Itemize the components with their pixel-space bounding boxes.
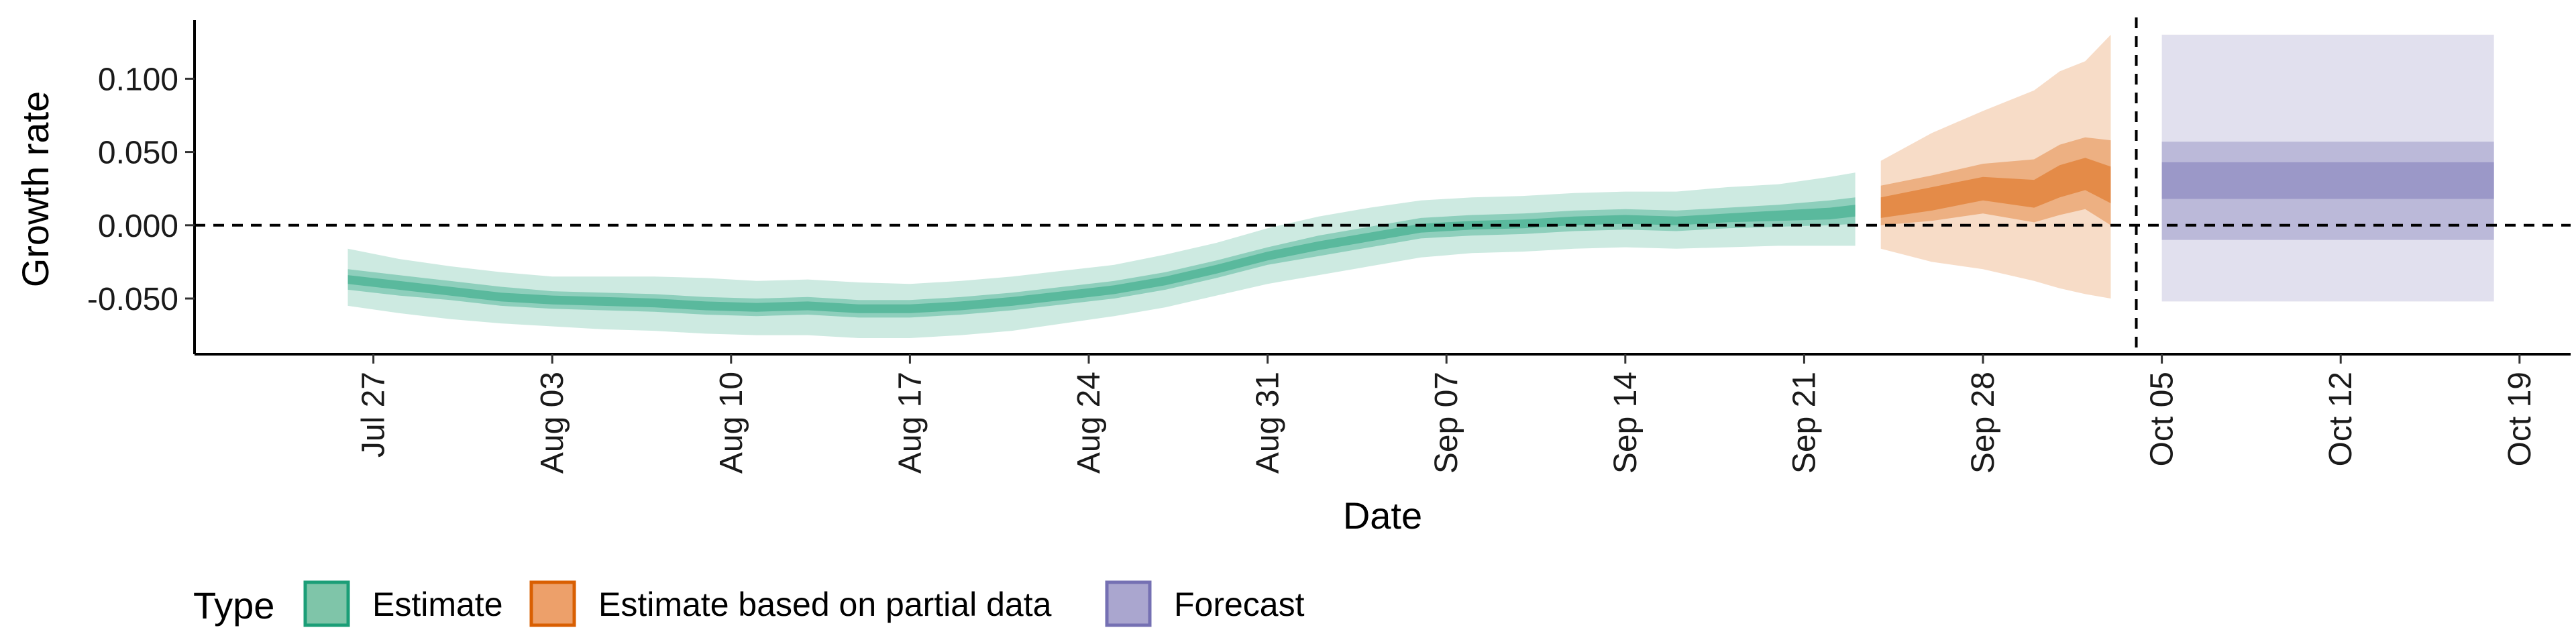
x-tick-label: Aug 24	[1071, 372, 1107, 474]
reference-lines	[195, 17, 2571, 354]
x-tick-label: Aug 03	[535, 372, 570, 474]
band-90-forecast	[2161, 34, 2494, 302]
y-tick-label: -0.050	[87, 282, 178, 317]
band-50-estimate	[347, 197, 1856, 318]
y-axis-ticks: -0.050 0.000 0.050 0.100	[87, 62, 195, 317]
band-90-estimate	[347, 172, 1856, 338]
x-tick-label: Oct 05	[2145, 372, 2180, 466]
legend-swatch	[529, 580, 576, 627]
x-tick-label: Aug 10	[714, 372, 749, 474]
y-axis-title: Growth rate	[14, 91, 56, 288]
legend-label: Estimate	[372, 586, 503, 623]
legend-entry-estimate: Estimate	[303, 580, 503, 627]
series-estimate-based-on-partial-data	[1880, 34, 2111, 299]
band-90-estimate-based-on-partial-data	[1880, 34, 2111, 299]
y-tick-label: 0.100	[98, 62, 178, 97]
x-tick-label: Oct 12	[2323, 372, 2359, 466]
legend: Type Estimate Estimate based on partial d…	[193, 580, 1305, 627]
band-50-estimate-based-on-partial-data	[1880, 137, 2111, 225]
x-tick-label: Sep 07	[1429, 372, 1464, 474]
legend-entry-estimate-based-on-partial-data: Estimate based on partial data	[529, 580, 1052, 627]
x-axis-ticks: Jul 27 Aug 03 Aug 10 Aug 17 Aug 24 Aug 31 Sep …	[356, 354, 2538, 474]
band-20-estimate	[347, 205, 1856, 313]
x-tick-label: Aug 31	[1250, 372, 1286, 474]
plot-area	[347, 34, 2494, 338]
band-20-forecast	[2161, 162, 2494, 199]
x-tick-label: Oct 19	[2502, 372, 2538, 466]
legend-swatch	[1105, 580, 1152, 627]
band-20-estimate-based-on-partial-data	[1880, 158, 2111, 218]
legend-label: Forecast	[1174, 586, 1305, 623]
x-tick-label: Jul 27	[356, 372, 392, 458]
y-tick-label: 0.000	[98, 209, 178, 244]
y-tick-label: 0.050	[98, 136, 178, 171]
legend-swatch	[303, 580, 350, 627]
series-forecast	[2161, 34, 2494, 302]
x-tick-label: Sep 21	[1786, 372, 1822, 474]
x-axis-title: Date	[1343, 494, 1422, 537]
legend-title: Type	[193, 584, 274, 627]
x-tick-label: Aug 17	[892, 372, 928, 474]
x-tick-label: Sep 14	[1608, 372, 1644, 474]
legend-label: Estimate based on partial data	[598, 586, 1052, 623]
legend-entry-forecast: Forecast	[1105, 580, 1305, 627]
series-estimate	[347, 172, 1856, 338]
band-50-forecast	[2161, 142, 2494, 240]
x-tick-label: Sep 28	[1966, 372, 2001, 474]
